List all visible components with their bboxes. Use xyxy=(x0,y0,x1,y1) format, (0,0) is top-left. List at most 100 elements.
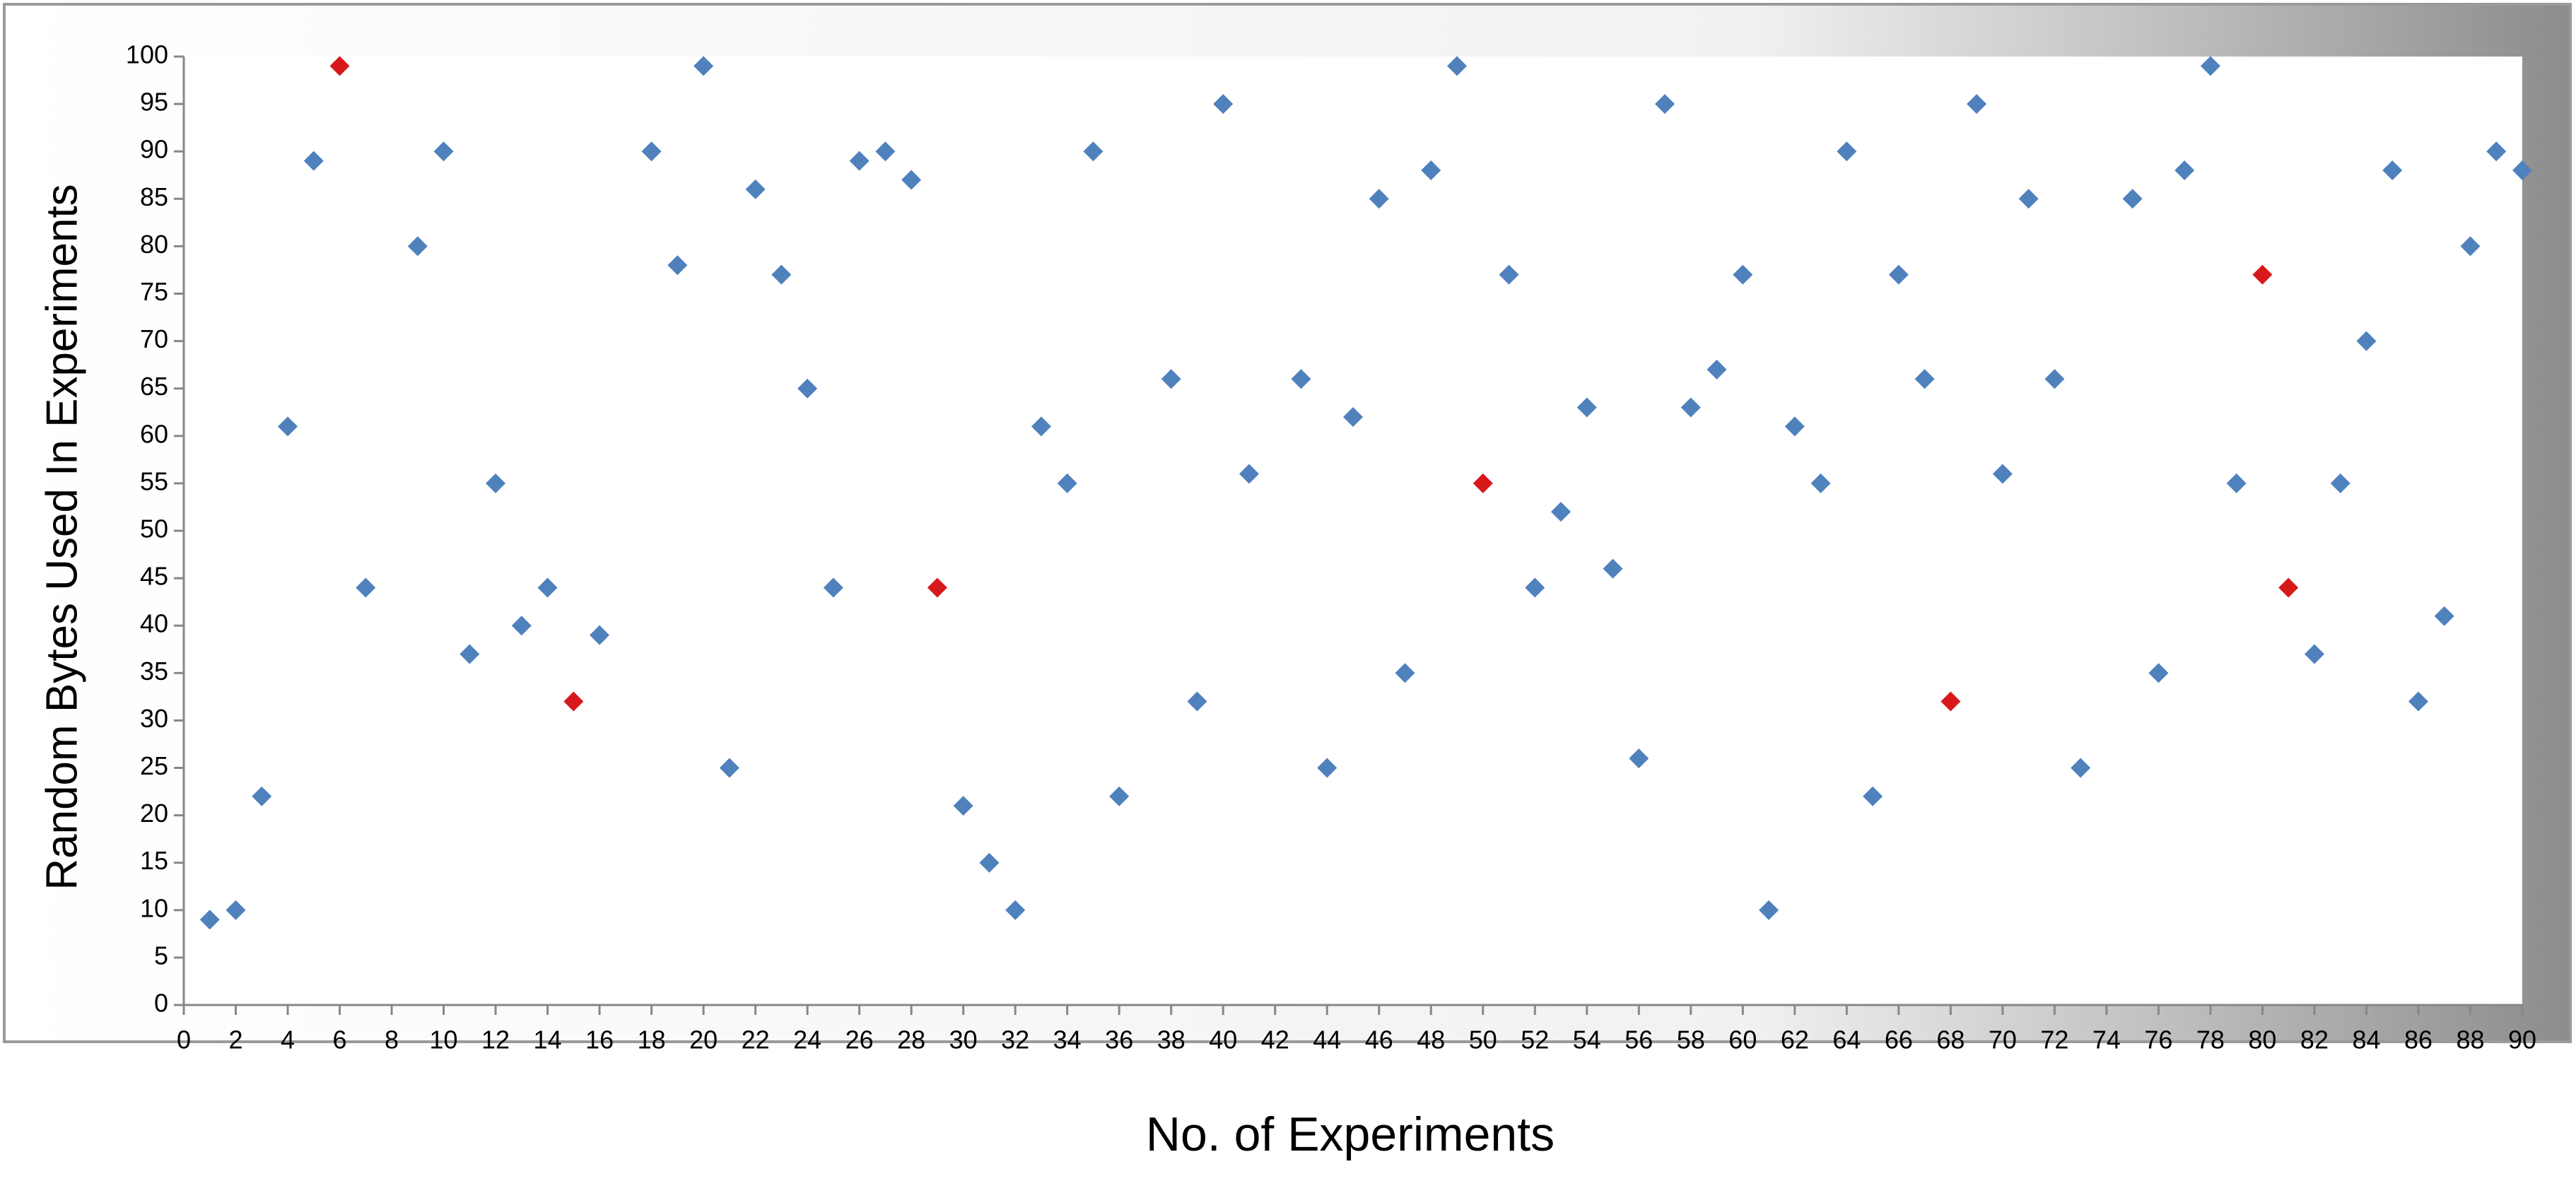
x-tick-label: 64 xyxy=(1832,1025,1861,1054)
data-point xyxy=(745,179,766,199)
data-point xyxy=(1706,359,1727,380)
data-point xyxy=(1499,264,1519,285)
x-tick-label: 14 xyxy=(534,1025,562,1054)
y-tick-label: 65 xyxy=(140,372,168,401)
x-tick-label: 26 xyxy=(845,1025,874,1054)
x-tick-label: 0 xyxy=(177,1025,191,1054)
data-point xyxy=(1576,397,1597,418)
x-tick-label: 66 xyxy=(1885,1025,1913,1054)
data-point xyxy=(2330,473,2350,493)
x-tick-label: 72 xyxy=(2040,1025,2068,1054)
data-point xyxy=(2148,663,2169,683)
data-point xyxy=(1733,264,1753,285)
x-tick-label: 68 xyxy=(1936,1025,1965,1054)
data-point xyxy=(1187,691,1207,712)
data-point xyxy=(1421,160,1441,181)
x-tick-label: 16 xyxy=(585,1025,614,1054)
x-tick-label: 2 xyxy=(228,1025,242,1054)
data-point xyxy=(2356,331,2377,351)
data-point xyxy=(2434,606,2454,626)
data-point xyxy=(1343,406,1363,427)
y-tick-label: 45 xyxy=(140,562,168,591)
data-point xyxy=(278,416,298,437)
data-point xyxy=(2512,160,2532,181)
x-tick-label: 44 xyxy=(1313,1025,1341,1054)
x-tick-label: 86 xyxy=(2404,1025,2432,1054)
y-tick-label: 10 xyxy=(140,893,168,922)
x-tick-label: 36 xyxy=(1105,1025,1133,1054)
y-tick-label: 80 xyxy=(140,230,168,259)
data-point xyxy=(1083,141,1103,162)
y-tick-label: 55 xyxy=(140,466,168,495)
highlight-point xyxy=(563,691,584,712)
x-tick-label: 38 xyxy=(1157,1025,1185,1054)
data-point xyxy=(1603,558,1623,579)
x-tick-label: 76 xyxy=(2144,1025,2172,1054)
x-tick-label: 62 xyxy=(1781,1025,1809,1054)
data-points xyxy=(199,56,2532,930)
data-point xyxy=(2226,473,2247,493)
x-tick-label: 70 xyxy=(1989,1025,2017,1054)
x-tick-label: 88 xyxy=(2456,1025,2484,1054)
y-tick-label: 90 xyxy=(140,135,168,164)
data-point xyxy=(1291,369,1311,389)
data-point xyxy=(1525,577,1545,598)
x-tick-label: 22 xyxy=(742,1025,770,1054)
data-point xyxy=(1109,786,1130,806)
data-point xyxy=(1784,416,1805,437)
data-point xyxy=(849,151,870,171)
x-tick-label: 74 xyxy=(2092,1025,2121,1054)
data-point xyxy=(511,616,532,636)
data-point xyxy=(433,141,454,162)
data-point xyxy=(2044,369,2065,389)
y-tick-label: 15 xyxy=(140,846,168,875)
y-tick-label: 30 xyxy=(140,704,168,733)
highlight-point xyxy=(927,577,947,598)
y-tick-label: 70 xyxy=(140,324,168,353)
data-point xyxy=(1759,900,1779,920)
data-point xyxy=(1992,464,2013,484)
x-tick-label: 84 xyxy=(2352,1025,2380,1054)
y-tick-label: 85 xyxy=(140,182,168,211)
data-point xyxy=(2174,160,2195,181)
data-point xyxy=(1551,502,1571,522)
x-tick-label: 48 xyxy=(1417,1025,1445,1054)
data-point xyxy=(1810,473,1831,493)
data-point xyxy=(1680,397,1701,418)
x-tick-label: 50 xyxy=(1469,1025,1497,1054)
highlight-point xyxy=(329,56,350,76)
y-tick-label: 60 xyxy=(140,419,168,448)
data-point xyxy=(2460,236,2481,257)
data-point xyxy=(797,378,818,399)
y-axis-label: Random Bytes Used In Experiments xyxy=(37,184,86,890)
data-point xyxy=(407,236,428,257)
data-point xyxy=(486,473,506,493)
data-point xyxy=(2018,189,2039,209)
data-point xyxy=(1317,758,1337,778)
data-point xyxy=(1967,94,1987,114)
data-point xyxy=(1239,464,1259,484)
data-point xyxy=(1888,264,1909,285)
x-tick-label: 46 xyxy=(1365,1025,1393,1054)
data-point xyxy=(1629,748,1649,769)
data-point xyxy=(901,170,922,190)
data-point xyxy=(693,56,714,76)
data-point xyxy=(1005,900,1026,920)
x-tick-label: 90 xyxy=(2508,1025,2536,1054)
x-tick-label: 28 xyxy=(897,1025,925,1054)
x-tick-label: 52 xyxy=(1521,1025,1549,1054)
data-point xyxy=(667,255,688,276)
x-tick-label: 34 xyxy=(1053,1025,1082,1054)
data-point xyxy=(1213,94,1234,114)
data-point xyxy=(1837,141,1857,162)
data-point xyxy=(953,796,973,816)
data-point xyxy=(2200,56,2220,76)
data-point xyxy=(875,141,896,162)
data-point xyxy=(1395,663,1415,683)
x-tick-label: 18 xyxy=(638,1025,666,1054)
x-tick-label: 6 xyxy=(333,1025,347,1054)
data-point xyxy=(641,141,662,162)
data-point xyxy=(1369,189,1389,209)
y-tick-label: 75 xyxy=(140,277,168,306)
highlight-point xyxy=(2278,577,2299,598)
